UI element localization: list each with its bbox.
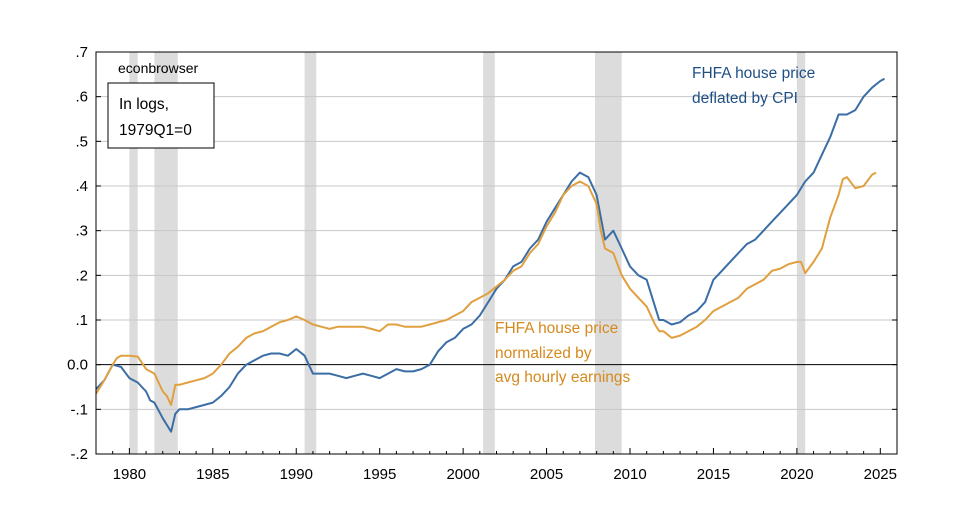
x-tick-label: 1990: [280, 466, 313, 483]
x-axis: 1980 1985 1990 1995 2000 2005 2010 2015 2020 2025: [95, 448, 898, 483]
series-label-cpi-line1: FHFA house price: [692, 65, 815, 82]
series-label-cpi-line2: deflated by CPI: [692, 90, 798, 107]
y-tick-label: .3: [75, 223, 88, 240]
x-tick-label: 1980: [113, 466, 146, 483]
x-tick-label: 2020: [780, 466, 813, 483]
legend-box-line1: In logs,: [119, 96, 169, 113]
y-tick-label: .6: [75, 89, 88, 106]
x-tick-label: 2000: [446, 466, 479, 483]
series-line-1: [95, 77, 885, 433]
watermark: econbrowser: [118, 60, 198, 76]
y-tick-label: 0.0: [67, 357, 88, 374]
x-tick-label: 2005: [530, 466, 563, 483]
series-lines: [95, 77, 885, 433]
x-tick-label: 2015: [697, 466, 730, 483]
recession-band-6: [796, 52, 806, 454]
y-tick-label: -.1: [70, 401, 88, 418]
series-label-earnings-line1: FHFA house price: [495, 320, 618, 337]
recession-band-5: [594, 52, 622, 454]
x-tick-label: 2010: [613, 466, 646, 483]
recession-band-1: [129, 52, 138, 454]
y-tick-label: .2: [75, 267, 88, 284]
legend-box: [107, 82, 215, 149]
y-tick-label: .1: [75, 312, 88, 329]
y-axis: -.2 -.1 0.0 .1 .2 .3 .4 .5 .6 .7: [67, 44, 897, 463]
y-tick-label: .5: [75, 133, 88, 150]
x-tick-label: 1995: [363, 466, 396, 483]
recession-band-4: [483, 52, 495, 454]
series-label-earnings-line3: avg hourly earnings: [495, 369, 631, 386]
recession-bands: [129, 52, 806, 454]
y-tick-label: .7: [75, 44, 88, 61]
recession-band-2: [154, 52, 178, 454]
x-tick-label: 2025: [864, 466, 897, 483]
y-tick-label: -.2: [70, 446, 88, 463]
series-line-2: [95, 171, 877, 406]
y-tick-label: .4: [75, 178, 88, 195]
series-label-earnings-line2: normalized by: [495, 345, 592, 362]
x-tick-label: 1985: [196, 466, 229, 483]
legend-box-line2: 1979Q1=0: [119, 122, 192, 139]
recession-band-3: [304, 52, 317, 454]
